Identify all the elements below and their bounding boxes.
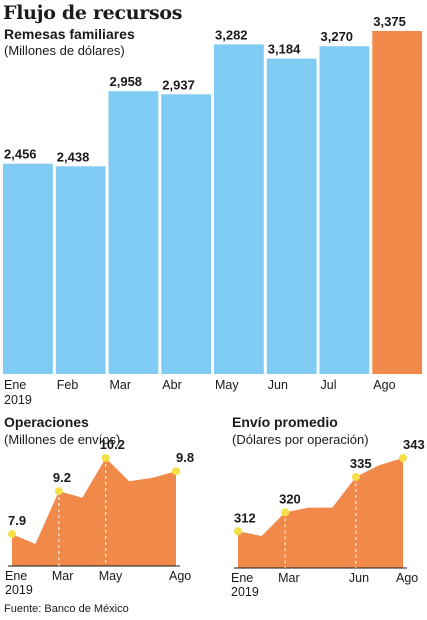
operaciones-area-chart: 7.9 9.2 10.2 9.8 Ene Mar May Ago 2019 bbox=[5, 437, 194, 597]
bar-tick-label: Ago bbox=[373, 378, 395, 392]
chart-title: Flujo de recursos bbox=[3, 2, 183, 24]
operaciones-point-label: 7.9 bbox=[8, 513, 26, 528]
envio-point-marker bbox=[234, 527, 242, 536]
envio-title: Envío promedio bbox=[232, 414, 338, 430]
operaciones-unit: (Millones de envíos) bbox=[4, 432, 121, 447]
operaciones-area bbox=[12, 458, 176, 566]
operaciones-point-marker bbox=[172, 467, 180, 476]
envio-point-marker bbox=[351, 472, 360, 481]
envio-area bbox=[238, 458, 403, 568]
operaciones-point-label: 9.2 bbox=[53, 470, 71, 485]
bar-value-label: 3,282 bbox=[215, 27, 248, 42]
operaciones-title: Operaciones bbox=[4, 414, 89, 430]
bar-jun bbox=[266, 58, 317, 374]
source-note: Fuente: Banco de México bbox=[4, 603, 129, 615]
operaciones-tick-label: Ago bbox=[169, 569, 191, 583]
operaciones-tick-label: May bbox=[99, 569, 123, 583]
operaciones-point-marker bbox=[54, 487, 63, 496]
envio-point-label: 335 bbox=[350, 456, 372, 471]
bar-tick-label: Jul bbox=[321, 378, 337, 392]
bar-ago bbox=[372, 31, 423, 374]
bar-tick-label: Mar bbox=[110, 378, 132, 392]
bar-jul bbox=[319, 46, 370, 374]
remesas-unit: (Millones de dólares) bbox=[4, 43, 125, 58]
operaciones-point-label: 9.8 bbox=[176, 450, 194, 465]
bar-may bbox=[214, 44, 264, 375]
bar-value-label: 3,184 bbox=[268, 42, 301, 57]
bar-year-label: 2019 bbox=[4, 393, 32, 407]
bar-tick-label: May bbox=[215, 378, 239, 392]
operaciones-year-label: 2019 bbox=[5, 583, 33, 597]
bar-tick-label: Ene bbox=[4, 378, 26, 392]
bar-value-label: 3,270 bbox=[321, 29, 354, 44]
bar-value-label: 2,958 bbox=[110, 74, 143, 89]
bar-tick-label: Jun bbox=[268, 378, 288, 392]
envio-tick-label: Mar bbox=[278, 571, 300, 585]
operaciones-point-label: 10.2 bbox=[100, 437, 125, 452]
envio-point-marker bbox=[399, 454, 407, 462]
bar-value-label: 2,438 bbox=[57, 149, 90, 164]
bar-abr bbox=[161, 94, 212, 375]
remesas-title: Remesas familiares bbox=[4, 26, 135, 42]
envio-area-chart: 312 320 335 343 Ene Mar Jun Ago 2019 bbox=[231, 437, 425, 599]
bar-feb bbox=[55, 166, 106, 374]
envio-year-label: 2019 bbox=[231, 585, 259, 599]
bar-tick-label: Abr bbox=[162, 378, 181, 392]
operaciones-point-marker bbox=[101, 454, 110, 462]
operaciones-tick-label: Mar bbox=[52, 569, 74, 583]
envio-point-label: 343 bbox=[403, 437, 425, 452]
operaciones-point-marker bbox=[8, 530, 16, 539]
envio-tick-label: Ene bbox=[231, 571, 253, 585]
envio-tick-label: Ago bbox=[396, 571, 418, 585]
bar-value-label: 3,375 bbox=[373, 14, 406, 29]
bar-tick-label: Feb bbox=[57, 378, 79, 392]
envio-point-label: 320 bbox=[279, 491, 301, 506]
envio-point-marker bbox=[281, 508, 290, 517]
operaciones-tick-label: Ene bbox=[5, 569, 27, 583]
bar-ene bbox=[3, 163, 53, 374]
envio-point-label: 312 bbox=[234, 510, 256, 525]
envio-tick-label: Jun bbox=[349, 571, 369, 585]
bar-value-label: 2,937 bbox=[162, 77, 195, 92]
bar-mar bbox=[108, 91, 159, 374]
envio-unit: (Dólares por operación) bbox=[232, 432, 369, 447]
bar-value-label: 2,456 bbox=[4, 147, 37, 162]
